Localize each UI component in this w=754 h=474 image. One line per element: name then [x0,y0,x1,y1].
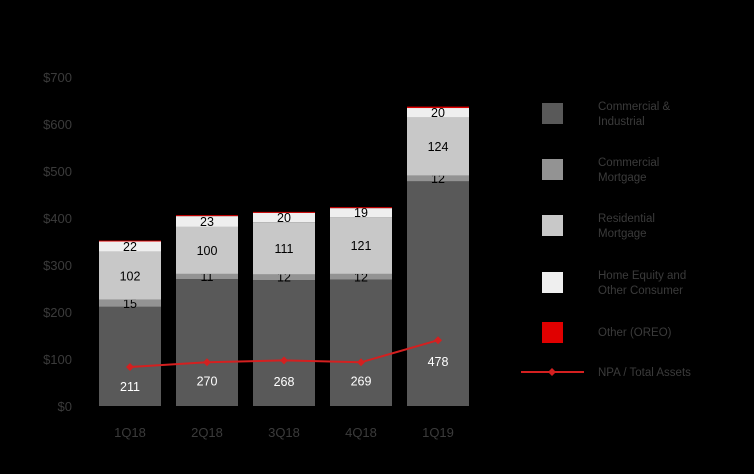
bar-segment [176,279,238,406]
legend-item: Residential Mortgage [542,213,655,240]
data-label: 20 [431,106,445,120]
y-tick-label: $200 [43,305,72,320]
x-tick-label: 4Q18 [345,425,377,440]
data-label: 22 [123,240,137,254]
bar-segment [99,251,161,300]
legend-item: Other (OREO) [542,322,672,343]
y-tick-label: $700 [43,70,72,85]
data-label: 111 [274,242,293,256]
bar-segment [253,274,315,281]
legend-item: Commercial Mortgage [542,157,659,184]
bar-segment [407,108,469,118]
x-tick-label: 3Q18 [268,425,300,440]
npa-line-marker [203,358,211,367]
bar-segment [330,217,392,274]
legend-swatch [542,215,563,236]
bar-segment [253,222,315,275]
bar-segment [407,106,469,109]
legend-item: Commercial & Industrial [542,101,671,128]
legend-label: Industrial [598,116,645,128]
npa-line-marker [357,358,365,367]
npa-line-marker [434,336,442,345]
y-tick-label: $100 [43,352,72,367]
y-tick-label: $0 [58,399,72,414]
data-label: 100 [197,244,218,258]
bar-segment [253,212,315,223]
legend-label: Other Consumer [598,285,683,297]
legend-item: Home Equity and Other Consumer [542,270,686,297]
legend-label: Commercial [598,157,659,169]
legend-item: NPA / Total Assets [521,367,691,379]
legend-swatch [542,103,563,124]
bar-segment [330,279,392,406]
bar-segment [253,211,315,213]
data-label: 20 [277,211,291,225]
legend-marker [548,368,556,376]
legend-swatch [542,322,563,343]
bar-segment [99,240,161,242]
data-label: 102 [120,269,141,283]
bar-segment [407,117,469,176]
data-label: 15 [123,297,137,311]
legend: Commercial & Industrial Commercial Mortgage… [521,101,691,379]
data-label: 478 [428,355,449,369]
npa-line-marker [280,356,288,365]
y-tick-label: $400 [43,211,72,226]
legend-label: Home Equity and [598,270,686,282]
bar-segment [176,226,238,274]
data-label: 19 [354,206,368,220]
bar-segment [330,273,392,280]
bar-segment [99,299,161,307]
bar-segment [407,175,469,182]
data-label: 268 [274,375,295,389]
legend-label: Mortgage [598,228,647,240]
x-axis: 1Q18 2Q18 3Q18 4Q18 1Q19 [114,425,454,440]
x-tick-label: 1Q19 [422,425,454,440]
legend-label: Residential [598,213,655,225]
x-tick-label: 2Q18 [191,425,223,440]
y-axis: $0 $100 $200 $300 $400 $500 $600 $700 [43,70,72,414]
bar-segment [407,181,469,406]
bars: 2111510222270111002326812111202691212119… [99,106,469,406]
y-tick-label: $300 [43,258,72,273]
bar-segment [330,208,392,218]
data-label: 269 [351,375,372,389]
npa-line-marker [126,362,134,371]
legend-label: NPA / Total Assets [598,367,691,379]
data-label: 23 [200,215,214,229]
legend-swatch [542,272,563,293]
data-label: 211 [120,380,140,394]
legend-label: Other (OREO) [598,327,672,339]
bar-segment [176,216,238,227]
bar-segment [176,215,238,217]
bar-segment [176,273,238,280]
data-label: 121 [351,239,372,253]
legend-swatch [542,159,563,180]
legend-label: Commercial & [598,101,671,113]
legend-label: Mortgage [598,172,647,184]
bar-segment [99,241,161,252]
data-label: 270 [197,375,218,389]
bar-segment [253,280,315,406]
data-label: 124 [428,140,449,154]
x-tick-label: 1Q18 [114,425,146,440]
y-tick-label: $600 [43,117,72,132]
bar-segment [330,207,392,209]
bar-segment [99,306,161,406]
npa-line [126,336,442,371]
y-tick-label: $500 [43,164,72,179]
